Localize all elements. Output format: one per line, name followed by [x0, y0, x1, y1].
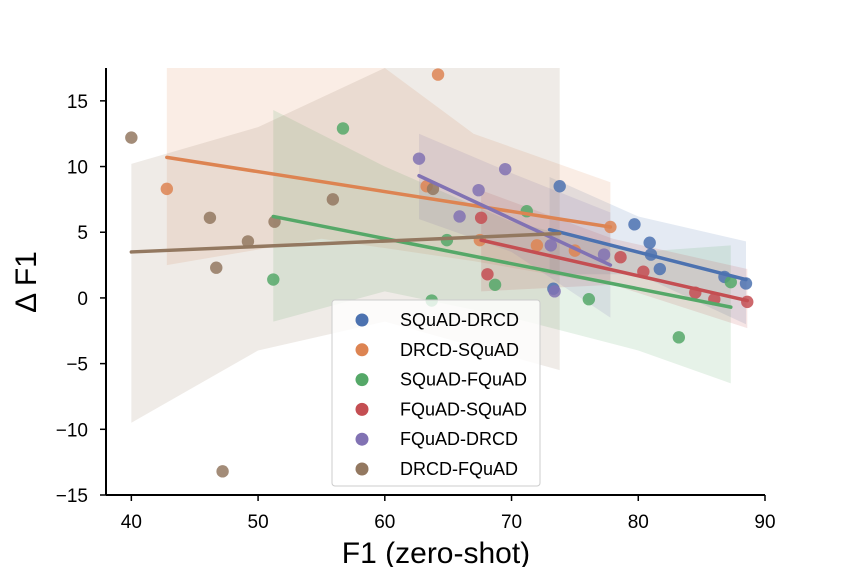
confidence-band-squad-fquad [273, 110, 731, 384]
point-drcd-fquad [216, 465, 229, 478]
x-axis-label: F1 (zero-shot) [342, 537, 530, 567]
legend-label: FQuAD-DRCD [400, 429, 518, 449]
point-fquad-drcd [412, 152, 426, 165]
legend-marker-drcd-fquad [355, 462, 369, 476]
point-squad-fquad [336, 122, 350, 135]
point-fquad-drcd [548, 285, 561, 298]
confidence-band-drcd-squad [166, 68, 611, 285]
point-drcd-fquad [210, 261, 223, 274]
point-drcd-fquad [125, 131, 138, 144]
y-tick-label: −5 [66, 355, 88, 376]
legend-marker-fquad-squad [355, 402, 369, 416]
x-tick-label: 90 [754, 512, 775, 533]
x-tick-label: 70 [501, 512, 522, 533]
point-drcd-squad [530, 239, 544, 252]
point-drcd-squad [160, 182, 174, 196]
y-axis-label: Δ F1 [10, 251, 43, 313]
point-squad-drcd [653, 262, 667, 276]
y-tick-label: 10 [67, 158, 88, 179]
legend-label: SQuAD-DRCD [400, 310, 519, 330]
point-squad-drcd [628, 218, 641, 231]
point-fquad-squad [481, 268, 494, 281]
legend: SQuAD-DRCD DRCD-SQuAD SQuAD-FQuAD FQuAD-SQu… [331, 299, 541, 487]
y-tick-label: −10 [56, 420, 88, 441]
legend-marker-squad-fquad [355, 373, 369, 387]
regression-lines [129, 155, 750, 309]
point-squad-fquad [488, 278, 502, 291]
y-tick-label: −15 [56, 486, 88, 507]
legend-marker-squad-drcd [355, 313, 369, 327]
point-squad-fquad [267, 273, 280, 286]
legend-box [331, 299, 541, 487]
fit-line-fquad-squad [479, 238, 750, 303]
legend-label: FQuAD-SQuAD [400, 399, 527, 419]
point-fquad-squad [474, 211, 488, 224]
fit-line-squad-fquad [271, 214, 733, 309]
point-squad-fquad [724, 275, 737, 289]
point-fquad-drcd [597, 248, 611, 261]
confidence-bands [131, 68, 748, 423]
legend-label: DRCD-FQuAD [400, 459, 518, 479]
x-axis-ticks: 40 50 60 70 80 90 [121, 495, 776, 533]
point-fquad-drcd [453, 210, 466, 223]
legend-marker-fquad-drcd [355, 432, 369, 446]
point-drcd-fquad [326, 193, 340, 206]
fit-line-squad-drcd [547, 227, 748, 282]
point-fquad-drcd [499, 162, 512, 176]
point-drcd-fquad [203, 211, 217, 224]
point-drcd-squad [431, 68, 445, 81]
confidence-band-fquad-drcd [419, 133, 611, 318]
point-squad-drcd [643, 236, 656, 249]
fit-line-drcd-fquad [129, 231, 562, 254]
x-tick-label: 40 [121, 512, 142, 533]
legend-marker-drcd-squad [355, 343, 369, 357]
fit-line-fquad-drcd [417, 173, 613, 267]
point-drcd-fquad [241, 235, 255, 248]
axes [105, 68, 765, 496]
x-tick-label: 60 [374, 512, 395, 533]
y-tick-label: 15 [67, 92, 88, 113]
point-fquad-drcd [544, 239, 558, 252]
point-squad-drcd [553, 180, 566, 193]
y-tick-label: 0 [77, 289, 88, 310]
y-tick-label: 5 [77, 223, 88, 244]
point-fquad-drcd [472, 183, 485, 197]
confidence-band-fquad-squad [481, 190, 748, 329]
point-squad-fquad [582, 293, 596, 306]
legend-label: DRCD-SQuAD [400, 340, 519, 360]
point-drcd-fquad [426, 182, 440, 196]
point-fquad-squad [614, 250, 627, 264]
x-tick-label: 80 [628, 512, 649, 533]
x-tick-label: 50 [248, 512, 269, 533]
y-axis-ticks: 15 10 5 0 −5 −10 −15 [56, 92, 106, 507]
point-squad-fquad [672, 331, 686, 344]
legend-label: SQuAD-FQuAD [400, 370, 527, 390]
fit-line-drcd-squad [165, 155, 613, 229]
